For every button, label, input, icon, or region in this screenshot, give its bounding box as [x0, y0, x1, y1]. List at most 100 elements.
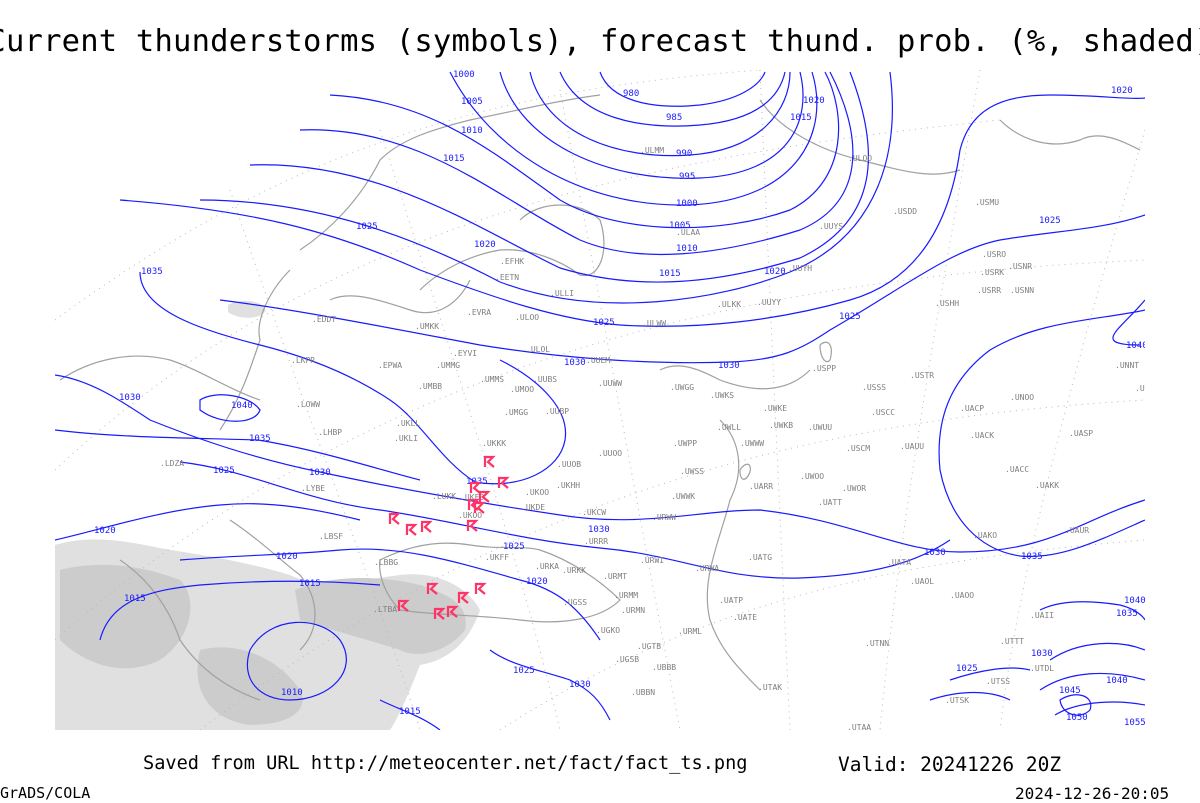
- station-label: .LHBP: [318, 428, 342, 437]
- station-label: .ULWW: [642, 319, 666, 328]
- thunderstorm-icon: [457, 591, 470, 604]
- station-label: .USHH: [935, 299, 959, 308]
- coastline: [759, 99, 961, 175]
- station-label: .UACK: [970, 431, 994, 440]
- isobar-label: 1040: [1106, 676, 1128, 686]
- probability-shade-area: [60, 564, 191, 669]
- isobar-labels: 1000 980 985 990 995 1000 1005 1005 1010 1010 1015…: [94, 70, 1148, 728]
- thunderstorm-icon: [397, 599, 410, 612]
- station-label: .UUBS: [533, 375, 557, 384]
- isobar-label: 1025: [956, 664, 978, 674]
- station-label: .UMMG: [436, 361, 460, 370]
- station-label: .URWA: [695, 564, 719, 573]
- isobar: [1059, 694, 1092, 716]
- isobar-label: 1030: [924, 548, 946, 558]
- station-label: .ULMM: [640, 146, 664, 155]
- thunderstorm-icon: [497, 476, 510, 489]
- station-label: .UKFB: [460, 493, 484, 502]
- station-label: .UATT: [818, 498, 842, 507]
- station-label: .UUWW: [598, 379, 622, 388]
- grid-line: [379, 129, 561, 730]
- isobar-label: 1030: [588, 525, 610, 535]
- station-label: .UNBB: [1135, 384, 1159, 393]
- station-label: .USSS: [862, 383, 886, 392]
- station-label: .URMT: [603, 572, 627, 581]
- thunderstorm-icon: [474, 582, 487, 595]
- station-label: .UUYS: [819, 222, 843, 231]
- isobar-label: 1015: [124, 594, 146, 604]
- thunderstorm-icon: [420, 520, 433, 533]
- station-label: .EETN: [495, 273, 519, 282]
- thunderstorm-icon: [478, 490, 491, 503]
- isobar-label: 1015: [790, 113, 812, 123]
- station-label: .UWLL: [717, 423, 741, 432]
- station-label: .UGTB: [637, 642, 661, 651]
- thunderstorm-icon: [426, 582, 439, 595]
- station-label: .UMGG: [504, 408, 528, 417]
- thunderstorm-icon: [446, 605, 459, 618]
- station-label: .UWOO: [800, 472, 824, 481]
- station-label: .UACC: [1005, 465, 1029, 474]
- isobar: [329, 71, 840, 229]
- isobar: [99, 580, 381, 641]
- station-label: .UWPP: [673, 439, 697, 448]
- isobar-label: 995: [679, 172, 695, 182]
- station-label: .UKFF: [485, 553, 509, 562]
- station-label: .UATA: [887, 558, 911, 567]
- isobar-label: 1010: [676, 244, 698, 254]
- valid-time: Valid: 20241226 20Z: [838, 753, 1062, 776]
- isobar-label: 1005: [669, 221, 691, 231]
- isobar: [529, 71, 791, 157]
- source-url-note: Saved from URL http://meteocenter.net/fa…: [143, 753, 748, 774]
- isobar: [119, 94, 1145, 327]
- station-label: .ULLI: [550, 289, 574, 298]
- isobar-label: 1030: [564, 358, 586, 368]
- thunderstorm-icon: [469, 481, 482, 494]
- isobar: [1039, 672, 1145, 691]
- coastline: [999, 119, 1141, 151]
- station-label: .UWWK: [671, 492, 695, 501]
- isobar: [199, 71, 893, 304]
- isobar-label: 1020: [276, 552, 298, 562]
- isobar-label: 990: [676, 149, 692, 159]
- grid-line: [55, 119, 1001, 471]
- station-label: .UUOB: [557, 460, 581, 469]
- isobar-label: 1040: [231, 401, 253, 411]
- isobar-label: 1030: [1031, 649, 1053, 659]
- isobar-label: 1015: [443, 154, 465, 164]
- thunderstorm-icon: [483, 455, 496, 468]
- isobar-label: 1035: [141, 267, 163, 277]
- station-label: .UUOO: [598, 449, 622, 458]
- thunderstorm-icon: [466, 519, 479, 532]
- isobar: [938, 309, 1145, 558]
- isobar-label: 1010: [461, 126, 483, 136]
- coastline: [119, 559, 261, 701]
- station-label: .USNR: [1008, 262, 1032, 271]
- isobar-label: 1030: [309, 468, 331, 478]
- isobar: [55, 429, 421, 481]
- grid-line: [229, 189, 421, 730]
- station-label: .UGKO: [596, 626, 620, 635]
- station-label: .USDD: [893, 207, 917, 216]
- station-label: .EYVI: [453, 349, 477, 358]
- station-label: .UKCW: [582, 508, 606, 517]
- station-label: .UWKE: [763, 404, 787, 413]
- map-title: Current thunderstorms (symbols), forecas…: [0, 24, 1200, 59]
- isobar-label: 1025: [356, 222, 378, 232]
- isobar-label: 1025: [593, 318, 615, 328]
- isobar-label: 1040: [1126, 341, 1148, 351]
- station-label: .UAKO: [973, 531, 997, 540]
- isobar-label: 1045: [1059, 686, 1081, 696]
- station-label: .LBSF: [319, 532, 343, 541]
- isobar-label: 1015: [659, 269, 681, 279]
- station-label: .UAKK: [1035, 481, 1059, 490]
- isobar: [379, 699, 441, 730]
- station-label: .UUEM: [586, 356, 610, 365]
- isobar-label: 1010: [281, 688, 303, 698]
- isobar-label: 1055: [1124, 718, 1146, 728]
- isobar: [1039, 601, 1145, 621]
- station-label: .USCC: [871, 408, 895, 417]
- isobar: [249, 71, 870, 283]
- station-label: .UWKB: [769, 421, 793, 430]
